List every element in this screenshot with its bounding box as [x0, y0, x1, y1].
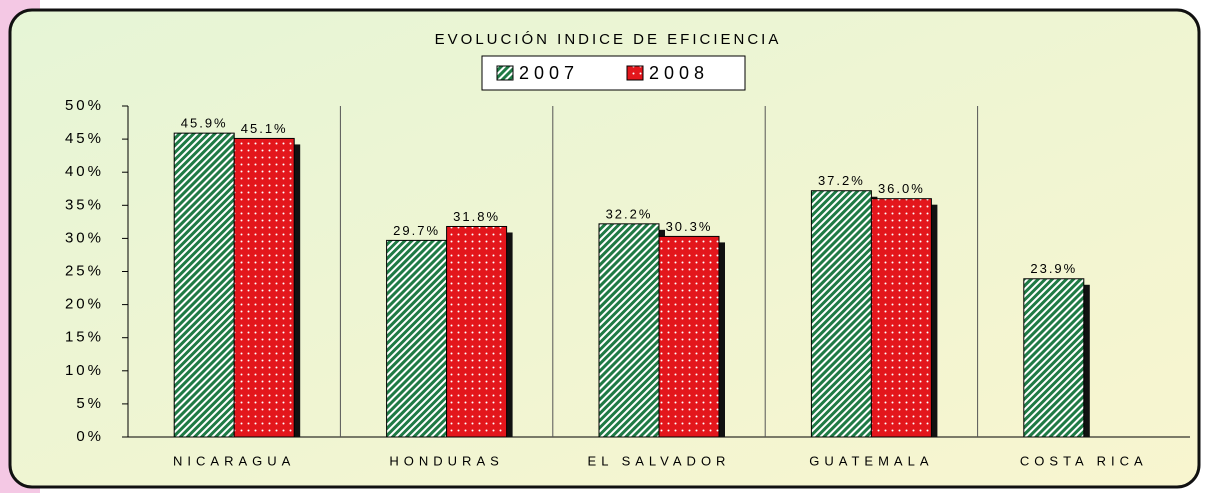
x-tick-label: NICARAGUA — [173, 453, 295, 468]
value-label: 36.0% — [878, 181, 925, 196]
x-tick-label: HONDURAS — [389, 453, 503, 468]
y-tick-label: 35% — [65, 196, 104, 213]
x-tick-label: EL SALVADOR — [588, 453, 731, 468]
y-tick-label: 50% — [65, 97, 104, 114]
value-label: 30.3% — [666, 219, 713, 234]
y-tick-label: 25% — [65, 262, 104, 279]
y-tick-label: 30% — [65, 229, 104, 246]
value-label: 45.9% — [181, 116, 228, 131]
bar — [658, 235, 720, 438]
legend-swatch — [496, 65, 514, 81]
value-label: 29.7% — [393, 223, 440, 238]
legend — [481, 55, 746, 91]
chart-title: EVOLUCIÓN INDICE DE EFICIENCIA — [435, 31, 782, 48]
y-tick-label: 15% — [65, 329, 104, 346]
y-tick-label: 0% — [76, 428, 104, 445]
bar — [598, 223, 660, 438]
legend-label: 2007 — [519, 63, 579, 83]
bar — [233, 137, 295, 438]
value-label: 31.8% — [453, 209, 500, 224]
bar — [870, 198, 932, 438]
bar — [173, 132, 235, 438]
value-label: 23.9% — [1030, 261, 1077, 276]
value-label: 32.2% — [606, 206, 653, 221]
y-tick-label: 40% — [65, 163, 104, 180]
y-tick-label: 45% — [65, 130, 104, 147]
legend-label: 2008 — [649, 63, 709, 83]
y-tick-label: 20% — [65, 296, 104, 313]
value-label: 45.1% — [241, 121, 288, 136]
y-tick-label: 10% — [65, 362, 104, 379]
value-label: 37.2% — [818, 173, 865, 188]
x-tick-label: GUATEMALA — [809, 453, 933, 468]
bar — [1023, 278, 1085, 438]
legend-swatch — [626, 65, 644, 81]
bar — [386, 239, 448, 438]
bar — [446, 225, 508, 438]
x-tick-label: COSTA RICA — [1020, 453, 1148, 468]
bar — [810, 190, 872, 438]
y-tick-label: 5% — [76, 395, 104, 412]
